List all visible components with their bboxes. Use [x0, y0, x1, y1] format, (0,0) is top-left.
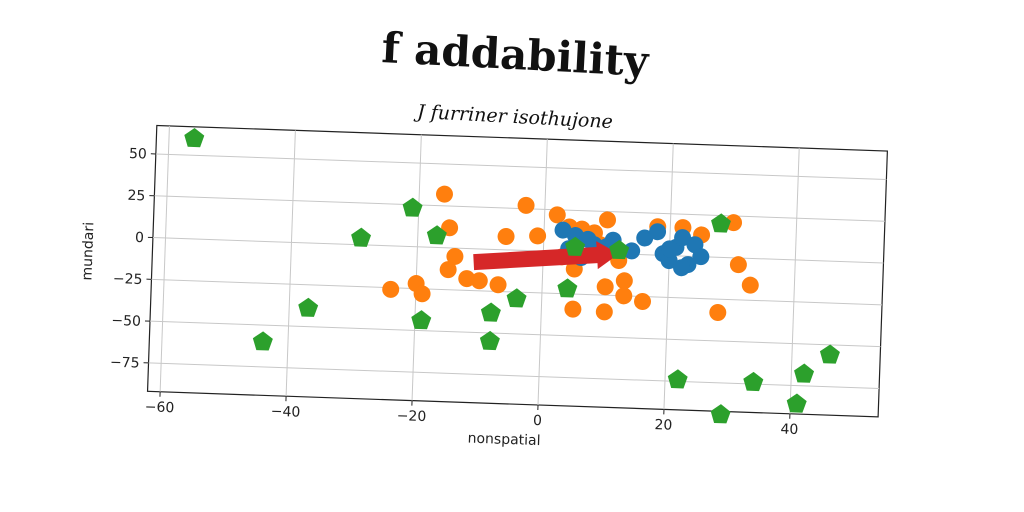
- x-tick-label: −40: [270, 404, 300, 421]
- scatter-point: [529, 227, 547, 245]
- scatter-point-pentagon: [426, 225, 447, 245]
- x-gridline: [789, 147, 800, 414]
- grid-layer: [148, 125, 887, 414]
- scatter-point-pentagon: [819, 344, 840, 364]
- scatter-point-pentagon: [411, 310, 432, 330]
- scatter-point: [596, 278, 614, 296]
- scatter-point-pentagon: [479, 330, 500, 351]
- tick-layer: −60 −40 −20 0 20 40 50 25 0 −25 −50 −75: [110, 146, 799, 438]
- x-tick-label: 0: [533, 413, 542, 429]
- scatter-point: [548, 206, 566, 224]
- scatter-point: [470, 272, 488, 290]
- scatter-point: [615, 287, 633, 305]
- scatter-point: [435, 185, 453, 203]
- scatter-point-pentagon: [711, 213, 731, 233]
- y-tick-label: 25: [127, 188, 145, 205]
- x-tick-label: −20: [396, 408, 426, 425]
- scatter-point: [649, 223, 667, 241]
- scatter-point: [458, 270, 476, 288]
- scatter-point: [709, 304, 727, 322]
- scatter-point: [636, 229, 654, 247]
- y-tick-label: 50: [129, 146, 147, 163]
- scatter-point: [729, 256, 747, 274]
- y-tick-label: 0: [135, 230, 144, 246]
- y-tick-label: −25: [113, 271, 143, 288]
- scatter-point: [497, 227, 515, 245]
- scatter-point: [382, 280, 400, 298]
- y-gridline: [152, 237, 884, 264]
- scatter-point: [661, 240, 679, 258]
- scatter-point: [692, 248, 710, 266]
- scatter-point-pentagon: [565, 236, 586, 256]
- scatter-point: [599, 211, 617, 229]
- plot-frame: [146, 124, 889, 418]
- scatter-point: [615, 272, 633, 290]
- scatter-point-pentagon: [184, 128, 205, 148]
- scatter-point: [439, 261, 457, 279]
- x-tick-label: 40: [780, 421, 798, 438]
- scatter-point-pentagon: [298, 297, 319, 317]
- x-tick-label: 20: [654, 417, 672, 434]
- y-tick-label: −75: [110, 355, 140, 372]
- scatter-point-pentagon: [402, 197, 423, 217]
- y-tick-label: −50: [111, 313, 141, 330]
- scatter-point: [673, 259, 691, 277]
- x-gridline: [411, 134, 422, 401]
- x-gridline: [285, 130, 296, 397]
- x-gridline: [537, 139, 548, 406]
- scatter-point-pentagon: [557, 278, 578, 298]
- scatter-point-pentagon: [480, 302, 501, 322]
- scatter-point: [564, 300, 582, 318]
- scatter-point-pentagon: [743, 371, 764, 392]
- scatter-point-pentagon: [710, 404, 731, 424]
- y-gridline: [155, 153, 887, 180]
- scatter-point: [634, 293, 652, 311]
- y-axis-label: mundari: [79, 222, 97, 281]
- x-tick-label: −60: [145, 399, 175, 416]
- scatter-point: [595, 303, 613, 321]
- marks-layer: [184, 128, 840, 424]
- scatter-point: [413, 285, 431, 303]
- scatter-point: [446, 247, 464, 265]
- scatter-point: [674, 229, 692, 247]
- scatter-point: [725, 214, 743, 232]
- scatter-point-pentagon: [786, 393, 807, 413]
- scatter-point-pentagon: [794, 363, 815, 383]
- scatter-point-pentagon: [351, 227, 372, 247]
- y-gridline: [149, 320, 881, 348]
- scatter-point: [741, 276, 759, 294]
- scatter-point-pentagon: [252, 331, 273, 351]
- x-axis-label: nonspatial: [467, 431, 540, 450]
- scatter-point: [517, 196, 535, 214]
- scatter-point-pentagon: [506, 288, 527, 308]
- x-gridline: [663, 143, 674, 410]
- scatter-point-pentagon: [667, 369, 688, 389]
- scatter-point: [489, 276, 507, 294]
- x-gridline: [159, 125, 170, 392]
- scatter-point-pentagon: [609, 239, 630, 260]
